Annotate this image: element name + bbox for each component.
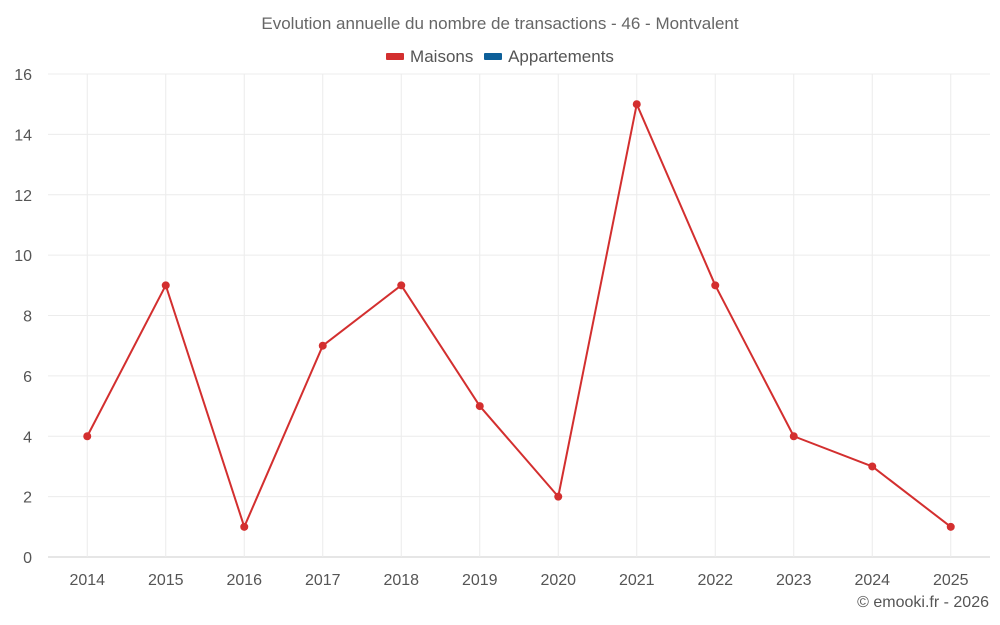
legend-label-appartements: Appartements (508, 46, 614, 66)
legend-label-maisons: Maisons (410, 46, 474, 66)
legend-item-maisons[interactable]: Maisons (386, 47, 473, 67)
data-point[interactable] (318, 341, 327, 350)
y-tick-label: 10 (14, 248, 32, 265)
data-point[interactable] (711, 281, 720, 290)
legend-item-appartements[interactable]: Appartements (484, 47, 614, 67)
grid (48, 73, 990, 558)
x-tick-label: 2022 (697, 572, 733, 589)
x-tick-label: 2020 (540, 572, 576, 589)
x-tick-label: 2014 (69, 572, 105, 589)
x-tick-label: 2023 (776, 572, 812, 589)
data-point[interactable] (789, 432, 798, 441)
data-point[interactable] (240, 522, 249, 531)
series-group (83, 100, 955, 531)
credit-text: © emooki.fr - 2026 (857, 594, 989, 611)
y-axis: 0 2 4 6 8 10 12 14 16 (14, 67, 32, 567)
y-tick-label: 6 (23, 369, 32, 386)
x-tick-label: 2021 (619, 572, 655, 589)
data-point[interactable] (397, 281, 406, 290)
x-tick-label: 2016 (226, 572, 262, 589)
y-tick-label: 4 (23, 429, 32, 446)
y-tick-label: 14 (14, 127, 32, 144)
data-point[interactable] (83, 432, 92, 441)
data-point[interactable] (946, 522, 955, 531)
x-tick-label: 2017 (305, 572, 341, 589)
y-tick-label: 8 (23, 309, 32, 326)
legend-swatch-appartements (484, 53, 503, 60)
x-tick-label: 2025 (933, 572, 969, 589)
y-tick-label: 0 (23, 550, 32, 567)
y-tick-label: 12 (14, 188, 32, 205)
x-tick-label: 2019 (462, 572, 498, 589)
legend: Maisons Appartements (0, 45, 1000, 67)
y-tick-label: 2 (23, 490, 32, 507)
y-tick-label: 16 (14, 67, 32, 84)
data-point[interactable] (632, 100, 641, 109)
x-axis: 2014 2015 2016 2017 2018 2019 2020 2021 2022 2023… (69, 572, 968, 589)
chart-title: Evolution annuelle du nombre de transact… (261, 14, 739, 33)
x-tick-label: 2018 (383, 572, 419, 589)
data-point[interactable] (868, 462, 877, 471)
data-point[interactable] (475, 402, 484, 411)
x-tick-label: 2015 (148, 572, 184, 589)
series-line-maisons (86, 103, 952, 528)
data-point[interactable] (161, 281, 170, 290)
x-tick-label: 2024 (854, 572, 890, 589)
legend-swatch-maisons (386, 53, 405, 60)
data-point[interactable] (554, 492, 563, 501)
